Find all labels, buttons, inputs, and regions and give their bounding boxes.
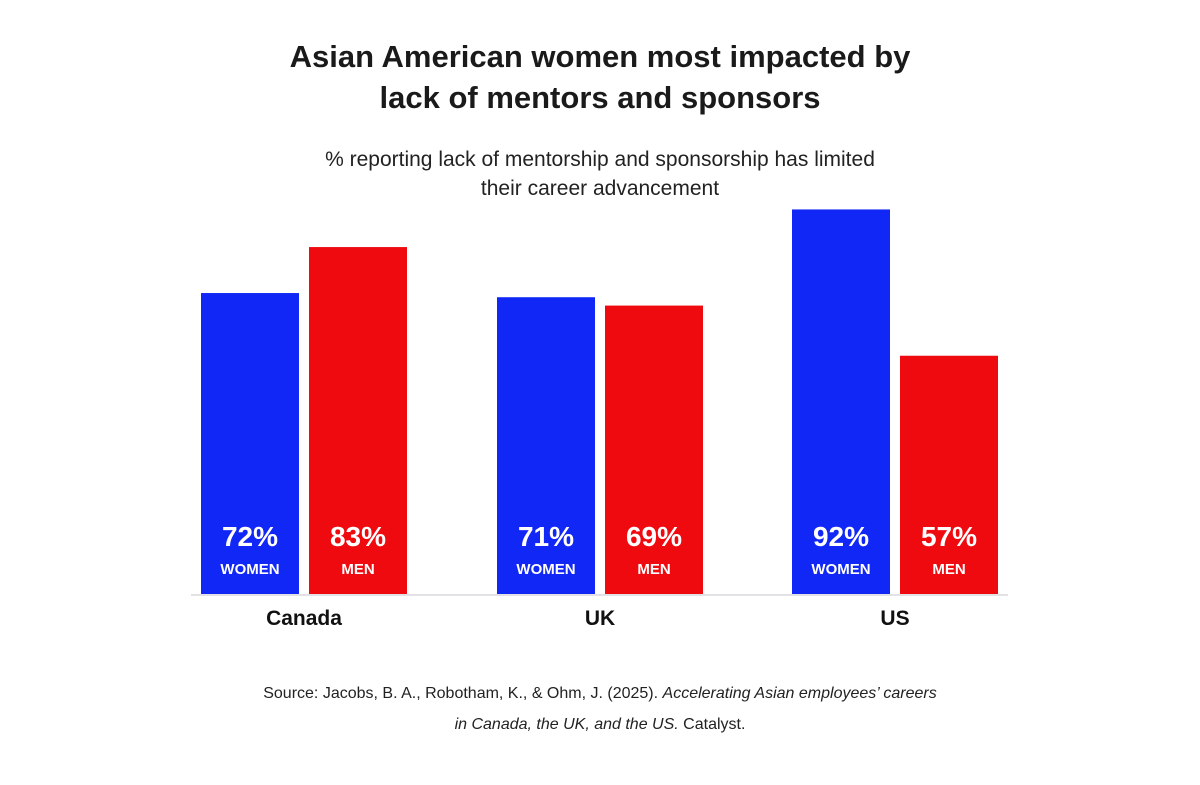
series-label-uk-women: WOMEN xyxy=(516,561,575,578)
data-label-canada-women: 72% xyxy=(222,521,278,552)
series-label-uk-men: MEN xyxy=(637,561,670,578)
series-label-canada-women: WOMEN xyxy=(220,561,279,578)
chart-subtitle-line-2: their career advancement xyxy=(480,177,720,200)
bar-canada-women xyxy=(201,293,299,594)
chart-subtitle: % reporting lack of mentorship and spons… xyxy=(0,145,1200,203)
bar-us-men xyxy=(900,355,998,594)
series-label-us-men: MEN xyxy=(932,561,965,578)
series-label-canada-men: MEN xyxy=(341,561,374,578)
data-label-us-men: 57% xyxy=(921,521,977,552)
chart-title-line-2: lack of mentors and sponsors xyxy=(379,80,821,115)
chart-subtitle-line-1: % reporting lack of mentorship and spons… xyxy=(325,148,875,171)
data-label-uk-men: 69% xyxy=(626,521,682,552)
source-note: Source: Jacobs, B. A., Robotham, K., & O… xyxy=(0,678,1200,740)
series-label-us-women: WOMEN xyxy=(811,561,870,578)
data-label-uk-women: 71% xyxy=(518,521,574,552)
bar-uk-men xyxy=(605,305,703,594)
x-tick-label-canada: Canada xyxy=(266,607,342,630)
bar-us-women xyxy=(792,209,890,594)
source-line-2: in Canada, the UK, and the US. Catalyst. xyxy=(0,709,1200,740)
source-line-1: Source: Jacobs, B. A., Robotham, K., & O… xyxy=(0,678,1200,709)
x-tick-label-uk: UK xyxy=(585,607,615,630)
chart-title-line-1: Asian American women most impacted by xyxy=(289,39,911,74)
source-report-title-part-1: Accelerating Asian employees’ careers xyxy=(662,685,937,702)
data-label-canada-men: 83% xyxy=(330,521,386,552)
bar-canada-men xyxy=(309,247,407,594)
source-report-title-part-2: in Canada, the UK, and the US. xyxy=(454,716,679,733)
bar-uk-women xyxy=(497,297,595,594)
chart-title: Asian American women most impacted by la… xyxy=(0,36,1200,118)
x-tick-label-us: US xyxy=(880,607,909,630)
source-authors: Source: Jacobs, B. A., Robotham, K., & O… xyxy=(263,685,663,702)
source-publisher: Catalyst. xyxy=(678,716,746,733)
data-label-us-women: 92% xyxy=(813,521,869,552)
